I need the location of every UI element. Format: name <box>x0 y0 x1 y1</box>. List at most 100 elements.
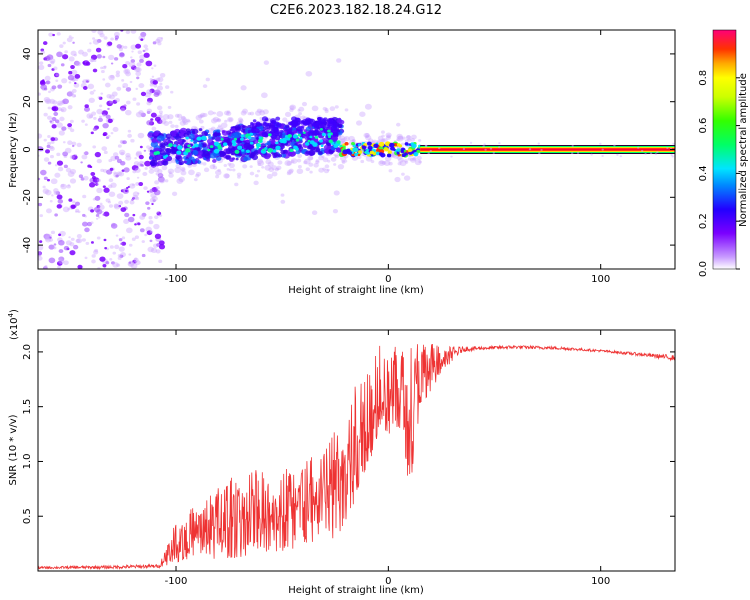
noise-speck <box>110 37 114 41</box>
band-core-speck <box>297 145 304 151</box>
colorbar-tick-label: 0.4 <box>698 165 709 181</box>
snr-y-ticks: 0.5 1.0 1.5 2.0 <box>22 344 675 524</box>
band-core-speck <box>280 153 287 158</box>
band-haze-speck <box>403 159 408 163</box>
noise-speck <box>43 138 47 142</box>
noise-speck <box>46 144 51 149</box>
band-haze-speck <box>411 134 417 140</box>
spectrogram-x-label: Height of straight line (km) <box>288 285 424 296</box>
steady-haze-speck <box>425 144 428 147</box>
noise-speck <box>113 203 119 209</box>
noise-speck <box>93 89 96 92</box>
band-bright-speck <box>299 136 303 140</box>
noise-speck <box>45 237 51 243</box>
steady-haze-speck <box>590 153 593 156</box>
band-haze-speck <box>377 135 384 141</box>
noise-speck <box>56 204 62 209</box>
noise-speck <box>47 134 51 138</box>
band-bright-speck <box>233 137 238 141</box>
noise-speck <box>83 175 89 181</box>
band-haze-speck <box>412 156 417 161</box>
band-haze-speck <box>364 134 372 141</box>
band-core-speck <box>266 153 272 158</box>
narrowing-speck <box>411 143 417 149</box>
noise-speck <box>150 112 157 118</box>
band-bright-speck <box>207 148 211 152</box>
noise-speck <box>67 184 71 187</box>
band-haze-speck <box>159 82 163 86</box>
band-haze-speck <box>264 164 272 171</box>
band-haze-speck <box>385 132 392 138</box>
band-bright-speck <box>275 145 281 151</box>
noise-speck <box>102 133 107 137</box>
band-haze-speck <box>326 168 330 172</box>
band-bright-speck <box>234 149 240 154</box>
noise-speck <box>144 47 149 51</box>
noise-speck <box>109 245 114 249</box>
noise-speck <box>153 89 161 96</box>
band-haze-speck <box>289 108 294 112</box>
band-haze-speck <box>284 160 292 167</box>
steady-haze-speck <box>540 148 543 151</box>
band-core-speck <box>162 160 169 166</box>
band-haze-speck <box>364 103 372 110</box>
band-haze-speck <box>303 160 308 165</box>
band-haze-speck <box>171 191 178 197</box>
noise-speck <box>151 126 157 131</box>
noise-speck <box>54 213 58 217</box>
noise-speck <box>149 239 153 243</box>
noise-speck <box>70 65 75 70</box>
noise-speck <box>139 214 146 220</box>
band-haze-speck <box>363 132 370 138</box>
colorbar: 0.0 0.2 0.4 0.6 0.8 Normalized spectral ampl… <box>698 29 749 277</box>
noise-speck <box>156 36 163 43</box>
noise-speck <box>58 239 65 246</box>
noise-speck <box>136 76 140 80</box>
noise-speck <box>116 86 122 91</box>
band-haze-speck <box>226 110 231 114</box>
noise-speck <box>60 108 64 112</box>
band-haze-speck <box>163 121 170 126</box>
noise-speck <box>139 58 144 63</box>
noise-speck <box>57 199 64 204</box>
band-haze-speck <box>199 112 206 118</box>
noise-speck <box>53 243 57 246</box>
noise-speck <box>74 201 80 206</box>
noise-speck <box>45 233 53 240</box>
band-haze-speck <box>242 108 248 114</box>
noise-speck <box>134 157 137 160</box>
band-haze-speck <box>397 161 402 166</box>
band-core-speck <box>233 131 241 139</box>
noise-speck <box>125 227 133 234</box>
band-core-speck <box>335 149 340 153</box>
noise-speck <box>159 72 166 78</box>
band-haze-speck <box>298 106 305 112</box>
band-haze-speck <box>153 167 160 173</box>
noise-speck <box>151 202 154 206</box>
noise-speck <box>118 149 126 156</box>
steady-haze-speck <box>636 146 640 149</box>
noise-speck <box>58 249 64 254</box>
band-haze-speck <box>297 165 302 169</box>
noise-speck <box>125 60 130 65</box>
snr-series-line <box>38 343 675 571</box>
steady-haze-speck <box>576 151 580 154</box>
noise-speck <box>144 233 148 237</box>
noise-speck <box>38 146 44 152</box>
band-core-speck <box>243 142 251 149</box>
band-haze-speck <box>333 163 337 166</box>
noise-speck <box>56 194 63 200</box>
band-haze-speck <box>403 175 411 181</box>
band-haze-speck <box>324 164 330 169</box>
noise-speck <box>42 79 45 82</box>
noise-speck <box>108 204 114 208</box>
noise-speck <box>91 175 96 180</box>
narrowing-speck <box>351 141 355 146</box>
band-haze-speck <box>280 193 285 197</box>
noise-speck <box>160 37 164 40</box>
band-haze-speck <box>386 134 391 139</box>
noise-speck <box>43 157 50 162</box>
noise-speck <box>80 161 83 164</box>
noise-speck <box>45 80 51 85</box>
steady-haze-speck <box>616 153 619 156</box>
